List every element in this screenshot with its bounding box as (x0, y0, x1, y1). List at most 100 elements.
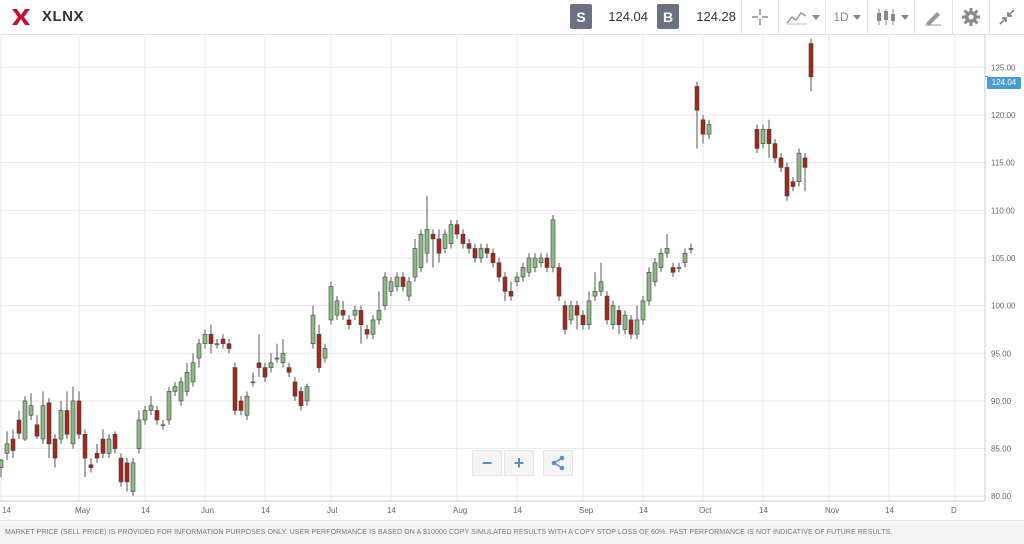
settings-button[interactable] (956, 4, 986, 30)
candle-body (700, 119, 706, 135)
candle-body (412, 248, 418, 278)
candle-type-button[interactable] (872, 4, 912, 30)
zoom-in-button[interactable]: + (504, 450, 534, 476)
draw-icon (925, 12, 941, 26)
y-tick-label: 110.00 (991, 206, 1015, 215)
candle-body (502, 276, 508, 292)
toolbar-divider (778, 0, 779, 34)
candle-body (268, 362, 274, 368)
candle-body (202, 333, 208, 345)
zoom-out-button[interactable]: − (472, 450, 502, 476)
candle-body (352, 310, 358, 316)
candle-body (190, 362, 196, 383)
chart-style-button[interactable] (784, 4, 822, 30)
share-button[interactable] (543, 450, 573, 476)
buy-button[interactable]: B (657, 4, 679, 29)
candle-body (106, 438, 112, 454)
candle-body (238, 400, 244, 411)
candle-body (682, 252, 688, 264)
candle-body (232, 367, 238, 411)
candle-body (532, 257, 538, 268)
candle-body (760, 129, 766, 144)
candle-body (346, 319, 352, 325)
candle-body (688, 248, 694, 250)
sell-price: 124.04 (608, 9, 648, 24)
candle-body (634, 319, 640, 335)
candle-body (322, 348, 328, 359)
toolbar-divider (952, 0, 953, 34)
x-tick-label: 14 (885, 506, 894, 515)
candle-body (58, 410, 64, 440)
candle-body (784, 167, 790, 197)
candle-body (328, 286, 334, 321)
candle-body (658, 252, 664, 268)
toolbar-divider (741, 0, 742, 34)
candle-body (166, 391, 172, 421)
candle-body (430, 233, 436, 240)
candle-body (334, 300, 340, 316)
candle-body (160, 424, 166, 427)
x-tick-label: Sep (579, 506, 594, 515)
candle-body (70, 400, 76, 445)
settings-icon (962, 8, 980, 26)
collapse-button[interactable] (993, 4, 1021, 30)
chart-toolbar: XLNX S 124.04 B 124.28 1D (0, 0, 1024, 35)
draw-button[interactable] (918, 4, 948, 30)
candle-body (790, 181, 796, 187)
candle-body (118, 457, 124, 483)
toolbar-divider (914, 0, 915, 34)
candle-body (286, 367, 292, 373)
candle-body (514, 276, 520, 283)
candle-body (766, 129, 772, 144)
candle-body (358, 310, 364, 325)
x-tick-label: 14 (261, 506, 270, 515)
candle-body (112, 433, 118, 449)
candle-body (40, 405, 46, 440)
candle-body (496, 262, 502, 278)
x-tick-label: Jul (327, 506, 337, 515)
candle-body (172, 386, 178, 392)
candle-body (472, 248, 478, 259)
timeframe-select[interactable]: 1D (830, 4, 864, 30)
candle-body (400, 276, 406, 287)
candle-body (130, 462, 136, 492)
crosshair-button[interactable] (745, 4, 775, 30)
x-tick-label: 14 (513, 506, 522, 515)
toolbar-divider (867, 0, 868, 34)
candle-body (610, 305, 616, 325)
y-tick-label: 115.00 (991, 159, 1015, 168)
candle-body (382, 276, 388, 306)
candle-body (604, 295, 610, 321)
candle-body (436, 238, 442, 254)
candle-body (208, 333, 214, 345)
candle-body (706, 124, 712, 135)
current-price-label: 124.04 (987, 77, 1021, 89)
candle-body (244, 395, 250, 416)
candle-body (46, 402, 52, 445)
candle-body (250, 381, 256, 384)
x-tick-label: 14 (639, 506, 648, 515)
candlestick-chart[interactable]: 80.00 85.00 90.00 95.00 100.00 105.00 110.00 11… (0, 34, 1024, 520)
candle-body (226, 343, 232, 349)
candle-body (10, 438, 16, 451)
candle-body (76, 400, 82, 435)
candle-body (796, 152, 802, 183)
timeframe-value: 1D (833, 10, 849, 24)
candle-body (580, 314, 586, 325)
share-icon (551, 455, 565, 471)
candle-body (646, 271, 652, 302)
x-tick-label: Oct (699, 506, 712, 515)
y-tick-label: 90.00 (991, 397, 1012, 406)
toolbar-divider (989, 0, 990, 34)
candle-body (148, 405, 154, 411)
candle-body (592, 291, 598, 297)
candle-body (124, 462, 130, 483)
candle-body (136, 419, 142, 449)
sell-button[interactable]: S (570, 4, 592, 29)
candle-body (52, 438, 58, 459)
chevron-down-icon (852, 14, 861, 20)
candle-body (364, 329, 370, 335)
candle-body (664, 248, 670, 254)
candle-body (772, 143, 778, 159)
plus-icon: + (513, 452, 525, 473)
